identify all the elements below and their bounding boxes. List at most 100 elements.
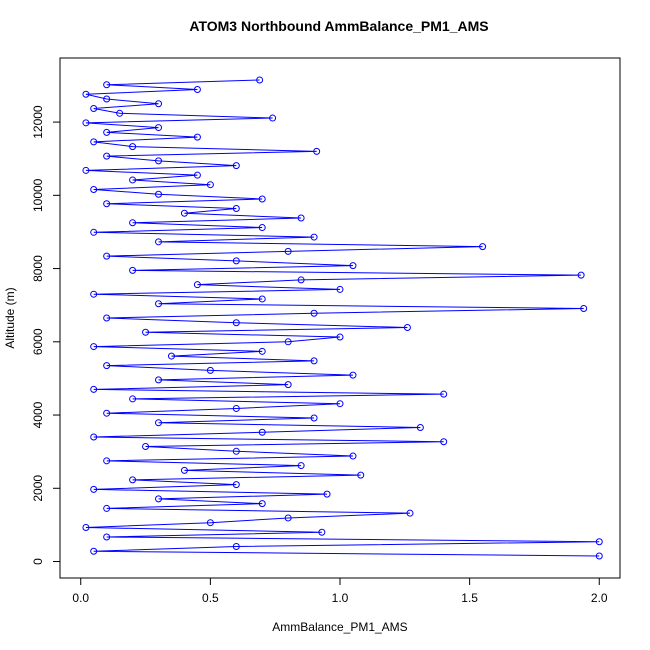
data-point: [310, 233, 318, 241]
data-point: [232, 162, 240, 170]
data-point: [580, 304, 588, 312]
data-point: [284, 338, 292, 346]
data-point: [232, 447, 240, 455]
x-tick-label: 1.5: [461, 591, 478, 605]
data-point: [129, 219, 137, 227]
data-point: [349, 371, 357, 379]
data-point: [103, 152, 111, 160]
data-point: [103, 252, 111, 260]
x-tick-label: 2.0: [591, 591, 608, 605]
data-point: [103, 409, 111, 417]
data-point: [180, 209, 188, 217]
data-point: [206, 181, 214, 189]
data-point: [258, 224, 266, 232]
data-point: [155, 124, 163, 132]
data-point: [232, 543, 240, 551]
data-point: [284, 247, 292, 255]
data-point: [82, 523, 90, 531]
y-tick-label: 4000: [31, 401, 45, 428]
data-point: [336, 285, 344, 293]
data-point: [310, 414, 318, 422]
y-tick-label: 8000: [31, 255, 45, 282]
data-point: [90, 290, 98, 298]
data-point: [313, 147, 321, 155]
data-point: [103, 314, 111, 322]
y-axis-label: Altitude (m): [3, 287, 17, 348]
data-point: [82, 166, 90, 174]
data-point: [232, 404, 240, 412]
data-point: [116, 109, 124, 117]
data-line: [85, 79, 600, 557]
data-point: [232, 319, 240, 327]
data-point: [318, 528, 326, 536]
data-point: [82, 119, 90, 127]
data-point: [258, 195, 266, 203]
data-point: [129, 476, 137, 484]
data-point: [258, 347, 266, 355]
chart-title: ATOM3 Northbound AmmBalance_PM1_AMS: [189, 18, 488, 34]
data-point: [90, 228, 98, 236]
data-point: [90, 105, 98, 113]
data-point: [103, 81, 111, 89]
data-point: [155, 495, 163, 503]
data-point: [129, 266, 137, 274]
data-point: [416, 423, 424, 431]
data-point: [103, 128, 111, 136]
data-point: [167, 352, 175, 360]
data-point: [103, 95, 111, 103]
data-point: [155, 190, 163, 198]
data-point: [103, 504, 111, 512]
data-point: [297, 462, 305, 470]
data-point: [440, 390, 448, 398]
data-point: [90, 138, 98, 146]
data-point: [297, 276, 305, 284]
data-point: [256, 76, 264, 84]
data-point: [577, 271, 585, 279]
data-point: [90, 343, 98, 351]
data-point: [595, 538, 603, 546]
data-point: [336, 400, 344, 408]
data-point: [349, 262, 357, 270]
data-point: [129, 176, 137, 184]
data-point: [103, 457, 111, 465]
data-point: [193, 281, 201, 289]
x-axis-label: AmmBalance_PM1_AMS: [272, 620, 407, 634]
data-point: [155, 376, 163, 384]
data-point: [284, 381, 292, 389]
x-tick-label: 0.0: [72, 591, 89, 605]
data-point: [310, 357, 318, 365]
y-tick-label: 2000: [31, 475, 45, 502]
data-point: [103, 200, 111, 208]
data-point: [129, 395, 137, 403]
data-point: [258, 500, 266, 508]
data-point: [103, 533, 111, 541]
data-point: [193, 85, 201, 93]
data-point: [155, 100, 163, 108]
data-point: [82, 90, 90, 98]
data-point: [90, 185, 98, 193]
data-point: [336, 333, 344, 341]
data-point: [90, 385, 98, 393]
data-point: [232, 205, 240, 213]
data-point: [155, 419, 163, 427]
data-point: [206, 519, 214, 527]
data-point: [232, 481, 240, 489]
data-point: [310, 309, 318, 317]
data-point: [258, 295, 266, 303]
data-point: [406, 509, 414, 517]
data-point: [129, 143, 137, 151]
data-point: [258, 428, 266, 436]
data-point: [193, 171, 201, 179]
data-point: [142, 443, 150, 451]
data-point: [357, 471, 365, 479]
data-point: [180, 466, 188, 474]
data-point: [142, 328, 150, 336]
data-point: [269, 114, 277, 122]
data-point: [284, 514, 292, 522]
y-tick-label: 6000: [31, 328, 45, 355]
data-point: [155, 238, 163, 246]
data-point: [90, 433, 98, 441]
data-point: [323, 490, 331, 498]
data-point: [90, 485, 98, 493]
